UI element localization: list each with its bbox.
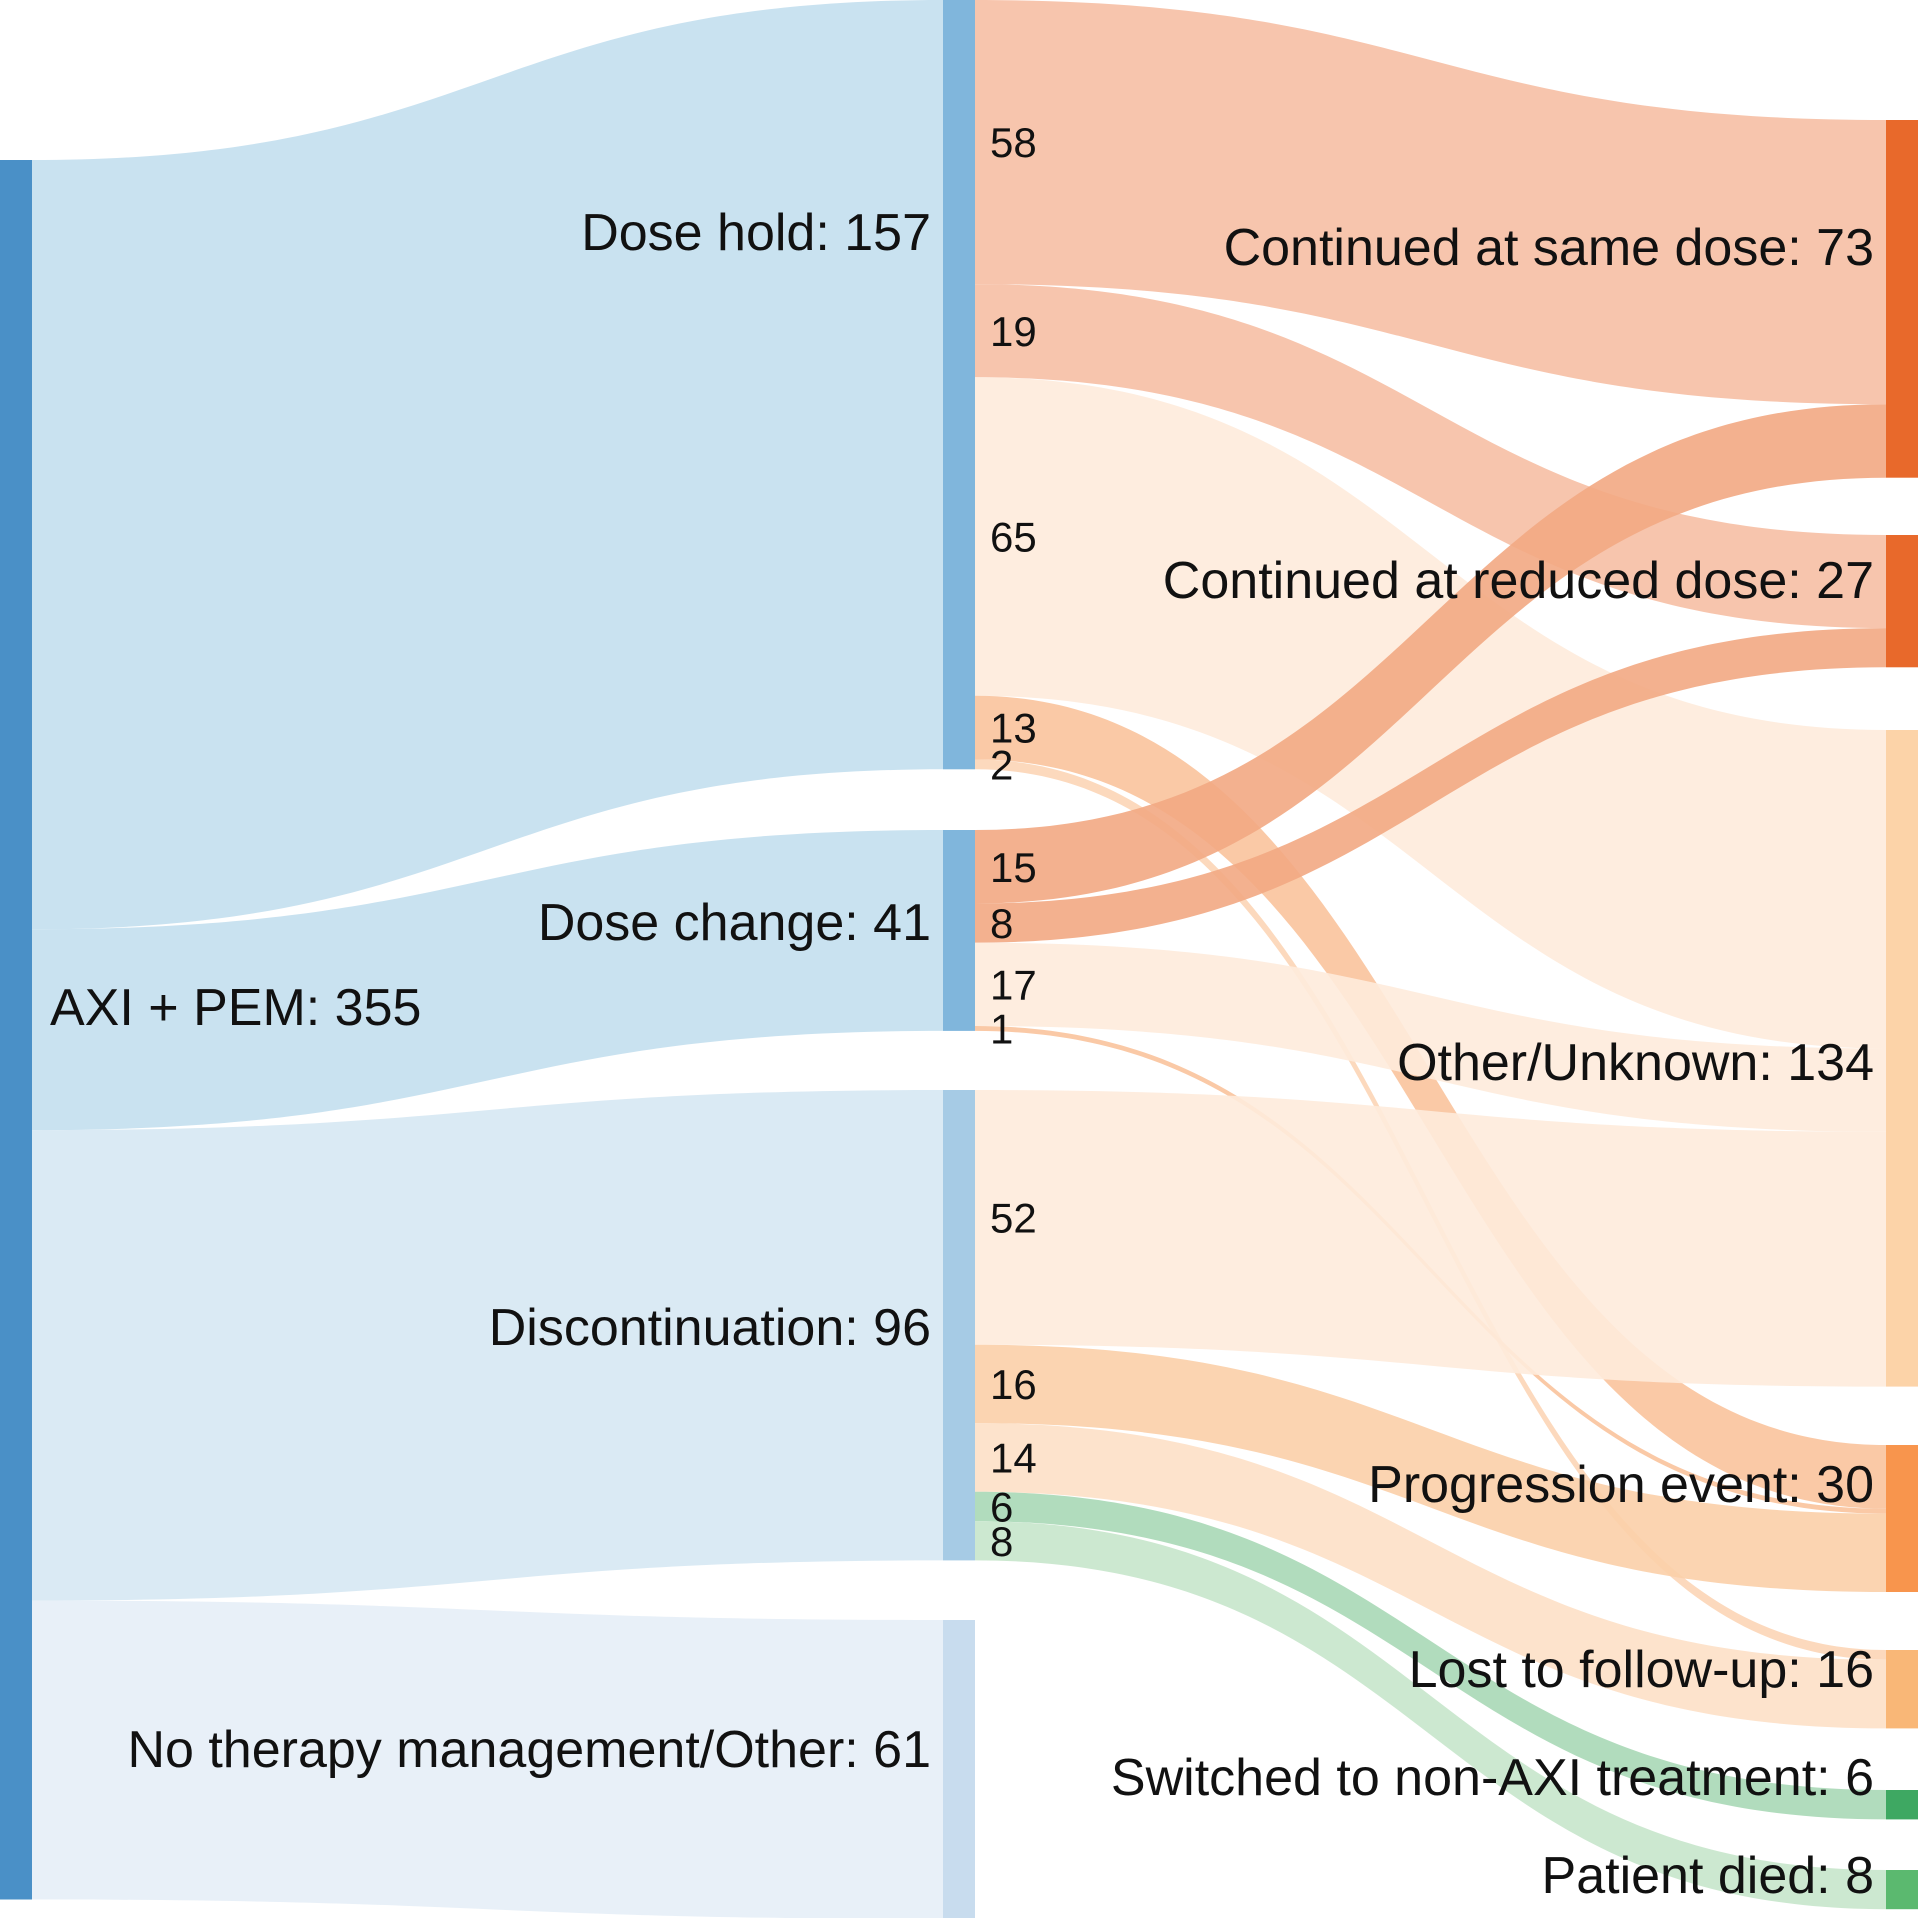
link-discontinuation-to-other_unknown — [975, 1090, 1886, 1387]
link-axi_pem-to-dose_hold — [32, 0, 943, 930]
node-discontinuation — [943, 1090, 975, 1561]
node-same_dose — [1886, 120, 1918, 478]
flow-value-label: 2 — [990, 741, 1013, 788]
sankey-links — [32, 0, 1886, 1918]
node-label-other_unknown: Other/Unknown: 134 — [1397, 1034, 1874, 1092]
node-lost — [1886, 1650, 1918, 1729]
flow-value-label: 65 — [990, 514, 1037, 561]
link-axi_pem-to-discontinuation — [32, 1090, 943, 1601]
link-dose_hold-to-other_unknown — [975, 377, 1886, 1049]
flow-value-label: 8 — [990, 900, 1013, 947]
flow-value-label: 58 — [990, 119, 1037, 166]
node-axi_pem — [0, 160, 32, 1900]
link-axi_pem-to-dose_change — [32, 830, 943, 1131]
link-discontinuation-to-progression — [975, 1344, 1886, 1592]
node-label-discontinuation: Discontinuation: 96 — [489, 1299, 931, 1357]
node-label-no_therapy: No therapy management/Other: 61 — [127, 1721, 931, 1779]
node-label-reduced_dose: Continued at reduced dose: 27 — [1163, 552, 1874, 610]
link-dose_change-to-same_dose — [975, 404, 1886, 904]
flow-value-label: 19 — [990, 308, 1037, 355]
link-dose_hold-to-progression — [975, 695, 1886, 1509]
node-label-dose_change: Dose change: 41 — [538, 894, 931, 952]
link-dose_change-to-reduced_dose — [975, 628, 1886, 943]
node-label-progression: Progression event: 30 — [1368, 1456, 1874, 1514]
link-axi_pem-to-no_therapy — [32, 1600, 943, 1918]
link-dose_hold-to-same_dose — [975, 0, 1886, 405]
node-label-dose_hold: Dose hold: 157 — [581, 204, 931, 262]
node-switched — [1886, 1790, 1918, 1820]
node-reduced_dose — [1886, 535, 1918, 668]
flow-value-label: 14 — [990, 1435, 1037, 1482]
link-dose_change-to-other_unknown — [975, 942, 1886, 1132]
flow-value-label: 1 — [990, 1005, 1013, 1052]
flow-value-label: 6 — [990, 1484, 1013, 1531]
node-progression — [1886, 1445, 1918, 1592]
flow-value-label: 13 — [990, 705, 1037, 752]
node-label-same_dose: Continued at same dose: 73 — [1224, 219, 1874, 277]
link-discontinuation-to-died — [975, 1521, 1886, 1910]
node-dose_change — [943, 830, 975, 1031]
node-label-axi_pem: AXI + PEM: 355 — [50, 979, 421, 1037]
flow-value-label: 15 — [990, 844, 1037, 891]
node-died — [1886, 1870, 1918, 1910]
flow-value-label: 52 — [990, 1194, 1037, 1241]
flow-value-label: 17 — [990, 961, 1037, 1008]
node-dose_hold — [943, 0, 975, 770]
flow-value-label: 8 — [990, 1518, 1013, 1565]
node-no_therapy — [943, 1620, 975, 1918]
node-other_unknown — [1886, 730, 1918, 1387]
link-dose_hold-to-reduced_dose — [975, 284, 1886, 629]
node-label-died: Patient died: 8 — [1542, 1847, 1874, 1905]
flow-value-label: 16 — [990, 1361, 1037, 1408]
link-discontinuation-to-lost — [975, 1423, 1886, 1729]
node-label-lost: Lost to follow-up: 16 — [1409, 1641, 1874, 1699]
link-discontinuation-to-switched — [975, 1491, 1886, 1820]
node-label-switched: Switched to non-AXI treatment: 6 — [1111, 1749, 1874, 1807]
